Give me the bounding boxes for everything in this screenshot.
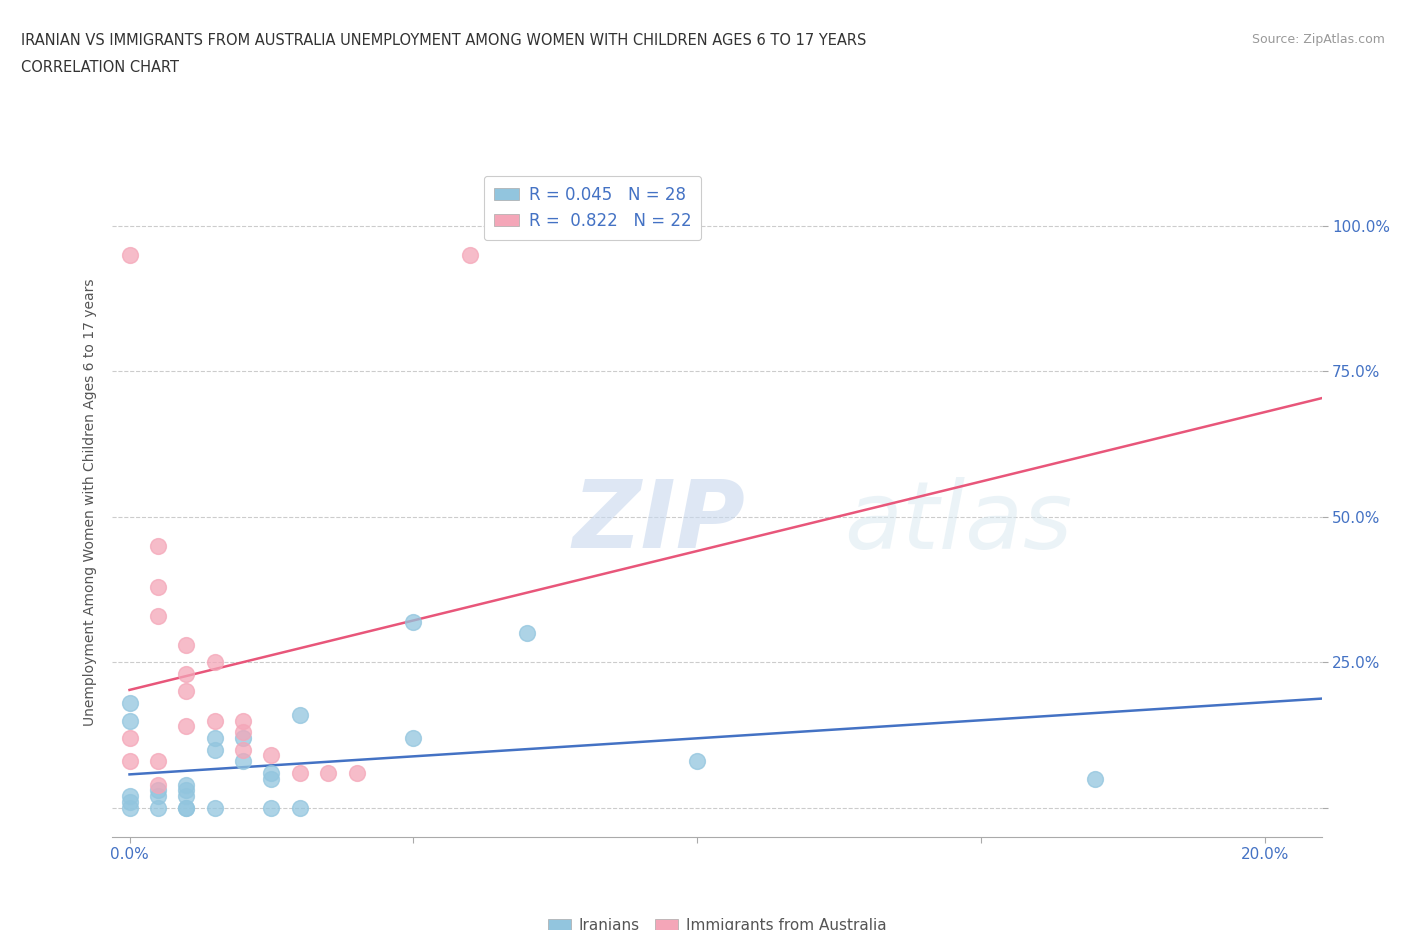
Point	[260, 748, 283, 763]
Point	[346, 765, 368, 780]
Point	[288, 801, 311, 816]
Point	[118, 801, 141, 816]
Y-axis label: Unemployment Among Women with Children Ages 6 to 17 years: Unemployment Among Women with Children A…	[83, 278, 97, 726]
Text: CORRELATION CHART: CORRELATION CHART	[21, 60, 179, 75]
Point	[118, 696, 141, 711]
Text: IRANIAN VS IMMIGRANTS FROM AUSTRALIA UNEMPLOYMENT AMONG WOMEN WITH CHILDREN AGES: IRANIAN VS IMMIGRANTS FROM AUSTRALIA UNE…	[21, 33, 866, 47]
Point	[174, 637, 197, 652]
Point	[174, 667, 197, 682]
Point	[146, 783, 169, 798]
Point	[146, 801, 169, 816]
Text: Source: ZipAtlas.com: Source: ZipAtlas.com	[1251, 33, 1385, 46]
Point	[174, 801, 197, 816]
Point	[146, 538, 169, 553]
Point	[260, 765, 283, 780]
Point	[118, 713, 141, 728]
Point	[232, 724, 254, 739]
Point	[260, 771, 283, 786]
Point	[146, 754, 169, 769]
Text: atlas: atlas	[844, 477, 1073, 568]
Point	[204, 742, 226, 757]
Point	[204, 801, 226, 816]
Point	[146, 789, 169, 804]
Point	[686, 754, 709, 769]
Point	[174, 684, 197, 698]
Point	[288, 765, 311, 780]
Point	[174, 801, 197, 816]
Point	[402, 614, 425, 629]
Point	[174, 783, 197, 798]
Point	[1083, 771, 1105, 786]
Point	[204, 731, 226, 746]
Point	[118, 731, 141, 746]
Point	[516, 626, 538, 641]
Legend: Iranians, Immigrants from Australia: Iranians, Immigrants from Australia	[541, 911, 893, 930]
Point	[204, 655, 226, 670]
Point	[146, 777, 169, 792]
Text: ZIP: ZIP	[572, 476, 745, 568]
Point	[118, 754, 141, 769]
Point	[146, 608, 169, 623]
Point	[174, 789, 197, 804]
Point	[232, 754, 254, 769]
Point	[118, 794, 141, 809]
Point	[174, 719, 197, 734]
Point	[232, 731, 254, 746]
Point	[316, 765, 339, 780]
Point	[174, 777, 197, 792]
Point	[146, 579, 169, 594]
Point	[260, 801, 283, 816]
Point	[402, 731, 425, 746]
Point	[204, 713, 226, 728]
Point	[118, 247, 141, 262]
Point	[232, 742, 254, 757]
Point	[232, 713, 254, 728]
Point	[288, 708, 311, 723]
Point	[458, 247, 481, 262]
Point	[118, 789, 141, 804]
